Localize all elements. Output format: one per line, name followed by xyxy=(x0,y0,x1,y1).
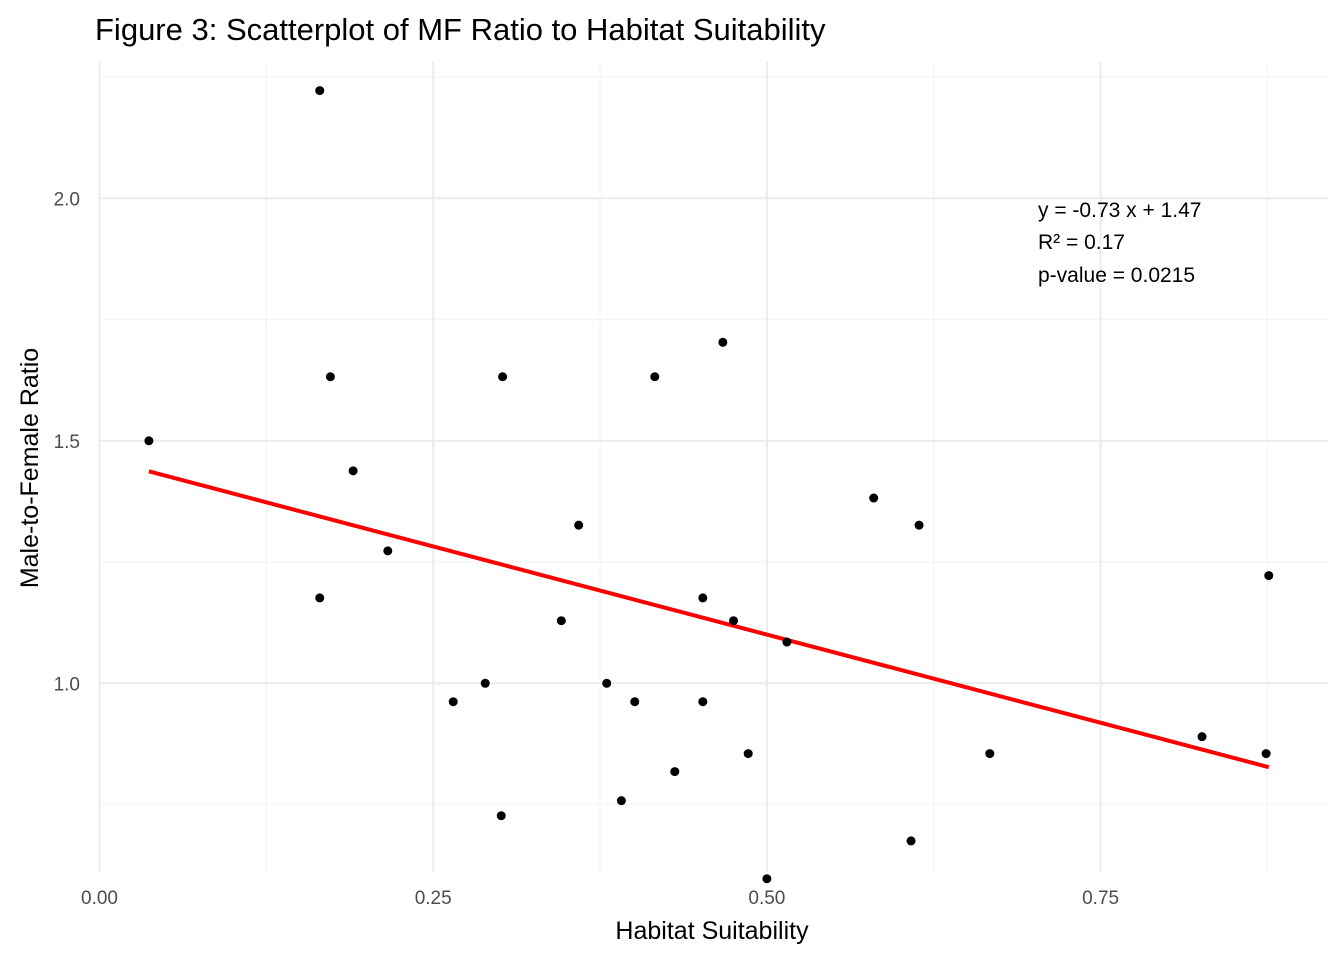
data-point xyxy=(325,372,335,382)
data-point xyxy=(670,767,680,777)
y-tick-label: 2.0 xyxy=(54,189,80,210)
p-value-label: p-value = 0.0215 xyxy=(1038,264,1195,287)
chart-title: Figure 3: Scatterplot of MF Ratio to Hab… xyxy=(95,12,826,47)
data-point xyxy=(782,637,792,647)
data-point xyxy=(914,520,924,530)
data-point xyxy=(698,697,708,707)
data-point xyxy=(574,520,584,530)
data-point xyxy=(1197,732,1207,742)
data-point xyxy=(616,796,626,806)
data-point xyxy=(383,546,393,556)
data-point xyxy=(315,86,325,96)
data-points xyxy=(144,86,1274,884)
r-squared-label: R² = 0.17 xyxy=(1038,231,1125,254)
y-tick-label: 1.5 xyxy=(54,432,80,453)
x-tick-label: 0.75 xyxy=(1082,888,1119,909)
regression-line xyxy=(148,469,1270,770)
data-point xyxy=(630,697,640,707)
data-point xyxy=(729,616,739,626)
x-tick-label: 0.00 xyxy=(81,888,118,909)
x-tick-label: 0.25 xyxy=(415,888,452,909)
data-point xyxy=(498,372,508,382)
data-point xyxy=(144,436,154,446)
data-point xyxy=(906,836,916,846)
data-point xyxy=(718,337,728,347)
x-axis-tick-labels: 0.00 0.25 0.50 0.75 xyxy=(81,888,1119,909)
data-point xyxy=(743,749,753,759)
data-point xyxy=(448,697,458,707)
data-point xyxy=(650,372,660,382)
data-point xyxy=(869,493,879,503)
data-point xyxy=(315,593,325,603)
regression-annotation: y = -0.73 x + 1.47 R² = 0.17 p-value = 0… xyxy=(1038,199,1201,287)
data-point xyxy=(556,616,566,626)
data-point xyxy=(698,593,708,603)
x-axis-title: Habitat Suitability xyxy=(615,917,809,945)
data-point xyxy=(496,811,506,821)
x-tick-label: 0.50 xyxy=(748,888,785,909)
data-point xyxy=(348,466,358,476)
y-axis-title: Male-to-Female Ratio xyxy=(16,348,44,588)
y-axis-tick-labels: 1.0 1.5 2.0 xyxy=(54,189,80,695)
grid xyxy=(98,62,1328,872)
data-point xyxy=(1264,571,1274,581)
data-point xyxy=(602,678,612,688)
fit-line-layer xyxy=(148,469,1270,770)
data-point xyxy=(1261,749,1271,759)
data-point xyxy=(985,749,995,759)
data-point xyxy=(480,678,490,688)
regression-equation: y = -0.73 x + 1.47 xyxy=(1038,199,1201,222)
data-point xyxy=(762,874,772,884)
y-tick-label: 1.0 xyxy=(54,674,80,695)
